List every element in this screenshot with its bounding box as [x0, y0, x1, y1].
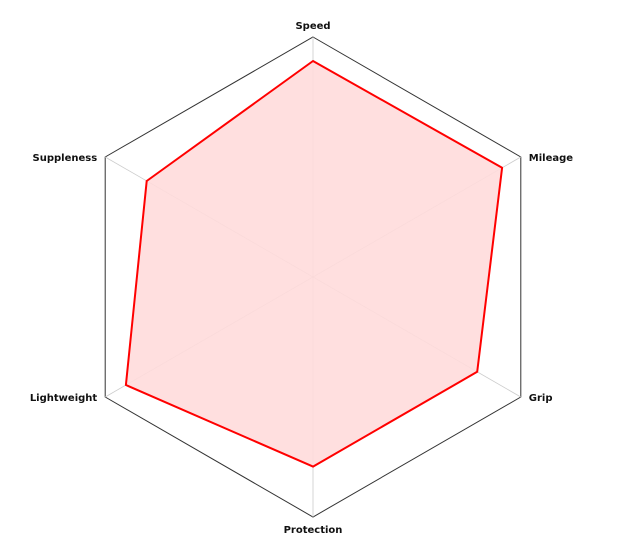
radar-point-grip: [476, 371, 479, 373]
axis-label-suppleness: Suppleness: [33, 153, 98, 164]
axis-labels: Speed Mileage Grip Protection Lightweigh…: [30, 21, 573, 536]
radar-point-lightweight: [125, 384, 127, 386]
axis-label-lightweight: Lightweight: [30, 393, 98, 404]
radar-point-speed: [312, 60, 314, 62]
radar-series: [124, 60, 504, 468]
radar-point-protection: [312, 465, 314, 468]
axis-label-speed: Speed: [295, 21, 330, 32]
axis-label-grip: Grip: [529, 393, 553, 404]
radar-series-area: [124, 60, 504, 468]
axis-label-protection: Protection: [284, 525, 343, 536]
axis-label-mileage: Mileage: [529, 153, 573, 164]
radar-point-suppleness: [145, 180, 148, 182]
radar-point-mileage: [501, 167, 503, 169]
